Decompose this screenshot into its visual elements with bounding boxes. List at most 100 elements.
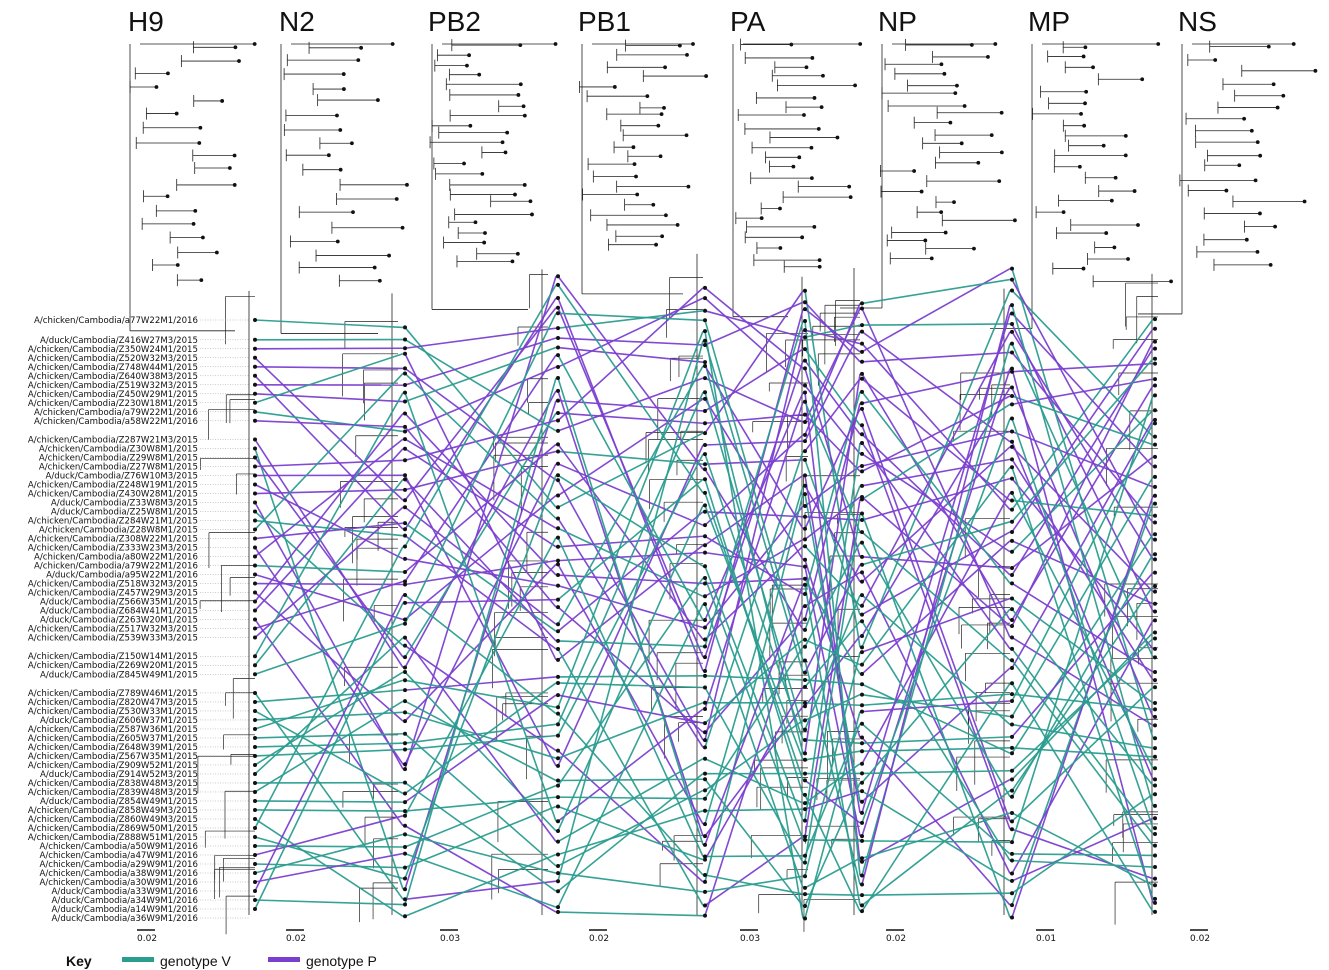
link-genotype-v (1011, 343, 1154, 658)
link-genotype-p (804, 779, 861, 824)
link-genotype-v (557, 354, 704, 621)
tree-tip (860, 511, 864, 516)
tree-tip (686, 184, 691, 189)
tree-tip (553, 42, 558, 46)
tree-tip (703, 771, 707, 776)
link-genotype-p (254, 459, 404, 468)
tree-tip (803, 457, 807, 462)
tree-tip (253, 879, 257, 884)
link-genotype-v (254, 564, 404, 573)
tree-tip (1081, 54, 1086, 59)
tree-tip (1010, 734, 1014, 739)
tree-tip (860, 882, 864, 887)
link-genotype-v (254, 372, 404, 531)
link-genotype-v (861, 542, 1011, 798)
tree-tip (556, 839, 560, 844)
tree-tip (253, 699, 257, 704)
segment-title-pb2: PB2 (428, 6, 481, 37)
link-genotype-p (557, 297, 704, 672)
tree-tip (556, 804, 560, 809)
tree-tip (703, 738, 707, 743)
tree-tip (703, 452, 707, 457)
tree-tip (1153, 766, 1157, 771)
link-genotype-v (861, 840, 1011, 843)
link-genotype-p (557, 694, 704, 724)
taxon-label: A/chicken/Cambodia/Z430W28M1/2015 (28, 490, 198, 500)
tree-tip (154, 85, 159, 89)
link-genotype-v (804, 660, 861, 885)
tree-tip (789, 42, 794, 47)
tree-tip (253, 762, 257, 767)
link-genotype-p (404, 474, 557, 767)
tree-tip (703, 594, 707, 599)
tree-tip (1010, 871, 1014, 876)
tree-tip (400, 225, 405, 230)
link-genotype-v (557, 640, 704, 648)
tree-tip (803, 860, 807, 865)
link-genotype-v (1011, 608, 1154, 787)
tree-tip (804, 65, 809, 70)
link-genotype-v (804, 391, 861, 595)
link-genotype-v (804, 651, 861, 877)
tree-tip (803, 684, 807, 689)
tree-tip (860, 540, 864, 545)
tree-tip (803, 449, 807, 454)
tree-tip (703, 462, 707, 467)
tree-tip (703, 700, 707, 705)
tree-tip (480, 171, 485, 176)
tree-tip (253, 400, 257, 405)
tree-tip (1010, 303, 1014, 308)
tree-tip (522, 183, 527, 187)
tree-tip (803, 335, 807, 340)
tree-tip (952, 200, 956, 205)
tree-tip (403, 809, 407, 814)
tree-tip (1153, 346, 1157, 351)
tree-tip (556, 657, 560, 662)
tree-tip (860, 406, 864, 411)
tree-tip (1010, 698, 1014, 703)
tree-tip (403, 411, 407, 416)
tree-tip (703, 602, 707, 607)
tree-tip (556, 748, 560, 753)
link-genotype-v (254, 748, 404, 757)
tree-tip (1153, 883, 1157, 888)
taxon-label: A/duck/Cambodia/Z33W8M3/2015 (51, 499, 198, 509)
tree-tip (803, 771, 807, 776)
link-genotype-p (254, 419, 404, 428)
tree-tip (797, 155, 802, 160)
tree-tip (403, 635, 407, 640)
link-genotype-v (404, 412, 557, 658)
tree-tip (1083, 45, 1088, 50)
tree-tip (403, 366, 407, 371)
link-genotype-p (804, 301, 861, 363)
tree-tip (556, 336, 560, 341)
link-genotype-v (804, 459, 861, 615)
link-genotype-v (861, 769, 1011, 775)
link-genotype-p (704, 545, 804, 641)
tree-tip (556, 819, 560, 824)
tree-tip (803, 718, 807, 723)
tree-tip (335, 239, 340, 244)
tree-tip (556, 783, 560, 788)
tree-tip (403, 865, 407, 870)
taxon-label: A/duck/Cambodia/Z684W41M1/2015 (40, 607, 198, 617)
tree-tip (1153, 601, 1157, 606)
link-genotype-v (254, 602, 404, 910)
link-genotype-v (557, 453, 704, 736)
link-genotype-v (404, 784, 557, 848)
taxon-label: A/chicken/Cambodia/Z909W52M1/2015 (28, 761, 198, 771)
taxon-label: A/chicken/Cambodia/Z605W37M1/2015 (28, 734, 198, 744)
tree-tip (556, 863, 560, 868)
tree-tip (1010, 439, 1014, 444)
link-genotype-v (1011, 395, 1154, 446)
tree-tip (356, 58, 361, 63)
tree-tip (1082, 123, 1087, 128)
link-genotype-p (704, 287, 804, 370)
phylogenetic-trees (129, 38, 1318, 935)
taxon-label: A/chicken/Cambodia/Z789W46M1/2015 (28, 689, 198, 699)
tree-tip (403, 800, 407, 805)
tree-tip (556, 605, 560, 610)
tree-tip (556, 879, 560, 884)
taxon-label: A/duck/Cambodia/Z566W35M1/2015 (40, 598, 198, 608)
link-genotype-p (404, 353, 557, 661)
